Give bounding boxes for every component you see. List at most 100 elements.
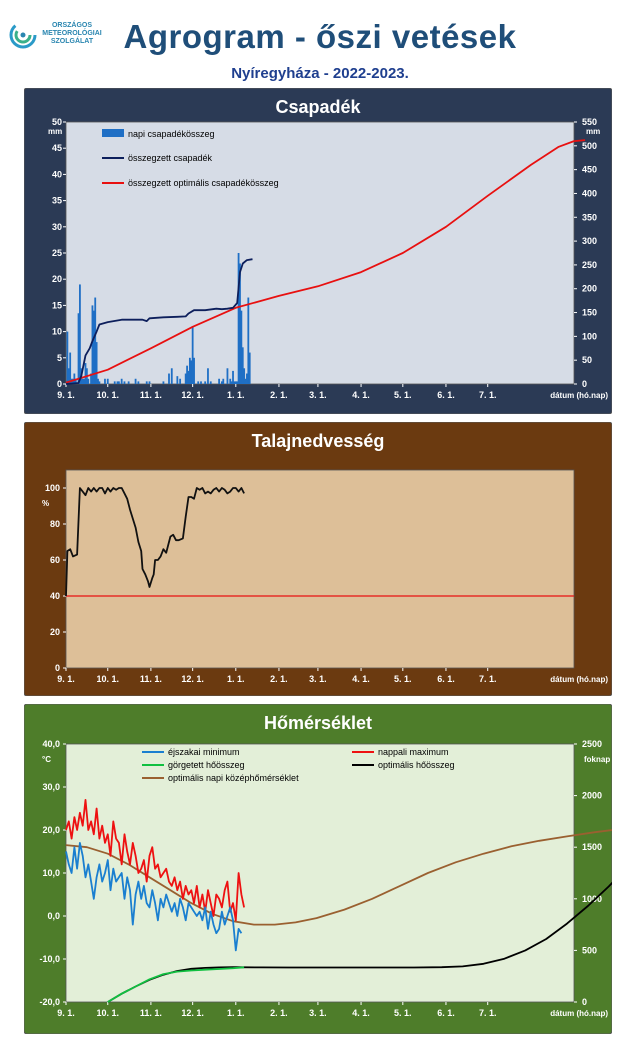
x-tick-label: 7. 1. <box>479 674 497 684</box>
x-tick-label: 9. 1. <box>57 674 75 684</box>
x-tick-label: 1. 1. <box>227 1008 245 1018</box>
precip-bar <box>145 381 148 384</box>
y-right-tick-label: 400 <box>582 188 597 198</box>
precip-bar <box>104 378 106 384</box>
precip-bar <box>116 381 119 384</box>
y-right-tick-label: 1000 <box>582 894 602 904</box>
x-tick-label: 10. 1. <box>96 390 119 400</box>
y-right-tick-label: 150 <box>582 308 597 318</box>
precip-bar <box>229 378 232 384</box>
precip-bar <box>230 381 233 384</box>
x-tick-label: 12. 1. <box>181 1008 204 1018</box>
night-min-line <box>65 841 243 952</box>
precip-bar <box>233 381 236 384</box>
legend-label: összegzett optimális csapadékösszeg <box>128 178 279 188</box>
legend-label: éjszakai minimum <box>168 747 240 757</box>
y-right-tick-label: 2000 <box>582 791 602 801</box>
precip-bar <box>234 381 237 384</box>
x-axis-label: dátum (hó.nap) <box>550 675 608 684</box>
x-tick-label: 10. 1. <box>96 674 119 684</box>
precip-bar <box>200 381 202 384</box>
y-right-tick-label: 50 <box>582 355 592 365</box>
x-tick-label: 3. 1. <box>309 1008 327 1018</box>
y-right-tick-label: 2500 <box>582 739 602 749</box>
rolling-heat-sum-line <box>107 966 245 1003</box>
header: ORSZÁGOS METEOROLÓGIAI SZOLGÁLAT Agrogra… <box>0 0 640 85</box>
y-right-tick-label: 300 <box>582 236 597 246</box>
precip-bar <box>193 357 195 384</box>
precip-bar <box>162 381 165 384</box>
precip-bar <box>98 381 101 384</box>
precip-bar <box>134 378 137 384</box>
x-tick-label: 4. 1. <box>352 390 370 400</box>
y-axis-label: % <box>42 499 49 508</box>
y-left-tick-label: 40 <box>52 169 62 179</box>
y-right-tick-label: 0 <box>582 997 587 1007</box>
y-left-tick-label: 10,0 <box>42 868 60 878</box>
x-tick-label: 11. 1. <box>140 390 162 400</box>
y-left-tick-label: -20,0 <box>39 997 60 1007</box>
precip-bar <box>188 357 191 384</box>
y-right-tick-label: 1500 <box>582 842 602 852</box>
soil-moisture-line <box>65 487 245 597</box>
precip-bar <box>127 381 130 384</box>
precip-bar <box>218 378 220 384</box>
legend-label: optimális hőösszeg <box>378 760 455 770</box>
precip-bar <box>170 368 173 384</box>
precip-bar <box>73 373 76 384</box>
precip-bar <box>184 373 187 384</box>
precip-bar <box>207 368 209 384</box>
precip-bar <box>84 363 87 384</box>
precip-bar <box>106 378 109 384</box>
y-right-tick-label: 100 <box>582 331 597 341</box>
x-axis-label: dátum (hó.nap) <box>550 1009 608 1018</box>
page-title: Agrogram - őszi vetések <box>123 18 517 55</box>
precip-bar <box>67 368 70 384</box>
precip-bar <box>74 378 77 384</box>
precip-bar <box>66 331 69 384</box>
y-right-tick-label: 250 <box>582 260 597 270</box>
x-tick-label: 6. 1. <box>437 1008 455 1018</box>
precip-bar <box>179 378 182 384</box>
y-tick-label: 0 <box>55 663 60 673</box>
precip-bar <box>246 373 248 384</box>
x-tick-label: 2. 1. <box>270 1008 288 1018</box>
page-subtitle: Nyíregyháza - 2022-2023. <box>231 65 409 82</box>
chart-title: Csapadék <box>275 97 361 117</box>
soil-moisture-panel: Talajnedvesség 9. 1. 10. 1. 11. 1. 12. 1. 1. … <box>24 422 612 696</box>
precip-bar <box>247 297 250 384</box>
precip-bar <box>197 381 200 384</box>
y-left-axis-label: °C <box>42 755 51 764</box>
optimal-precip-line <box>65 139 586 384</box>
precip-bar <box>91 305 94 384</box>
x-tick-label: 9. 1. <box>57 390 75 400</box>
soil-moisture-chart: Talajnedvesség 9. 1. 10. 1. 11. 1. 12. 1. 1. … <box>24 422 612 696</box>
x-tick-label: 2. 1. <box>270 674 288 684</box>
precip-bar <box>120 378 123 384</box>
x-tick-label: 9. 1. <box>57 1008 75 1018</box>
x-tick-label: 2. 1. <box>270 390 288 400</box>
x-tick-label: 10. 1. <box>96 1008 119 1018</box>
precip-bar <box>176 376 179 384</box>
x-tick-label: 1. 1. <box>227 674 245 684</box>
temperature-chart: Hőmérséklet 9. 1. 10. 1. 11. 1. 12. 1. 1. 1. 2… <box>24 704 612 1034</box>
x-tick-label: 12. 1. <box>181 674 204 684</box>
plot-area <box>65 743 575 1003</box>
y-right-tick-label: 500 <box>582 945 597 955</box>
y-right-tick-label: 200 <box>582 284 597 294</box>
x-tick-label: 5. 1. <box>394 1008 412 1018</box>
precip-bar <box>191 326 194 384</box>
precip-bar <box>92 310 95 384</box>
day-max-line <box>65 799 245 922</box>
precip-bar <box>209 381 212 384</box>
precip-bar <box>187 370 190 384</box>
x-tick-label: 11. 1. <box>140 674 162 684</box>
logo-line-3: SZOLGÁLAT <box>50 38 94 45</box>
cumulative-precip-line <box>65 258 253 385</box>
chart-title: Talajnedvesség <box>252 431 385 451</box>
precipitation-chart: Csapadék 9. 1. 10. 1. 11. 1. 12. 1. 1. 1. 2. 1… <box>24 88 612 414</box>
legend-bar-swatch <box>102 129 124 137</box>
y-right-axis-label: mm <box>586 127 600 136</box>
y-left-tick-label: 0,0 <box>47 911 60 921</box>
logo-swirl-icon <box>9 21 37 49</box>
